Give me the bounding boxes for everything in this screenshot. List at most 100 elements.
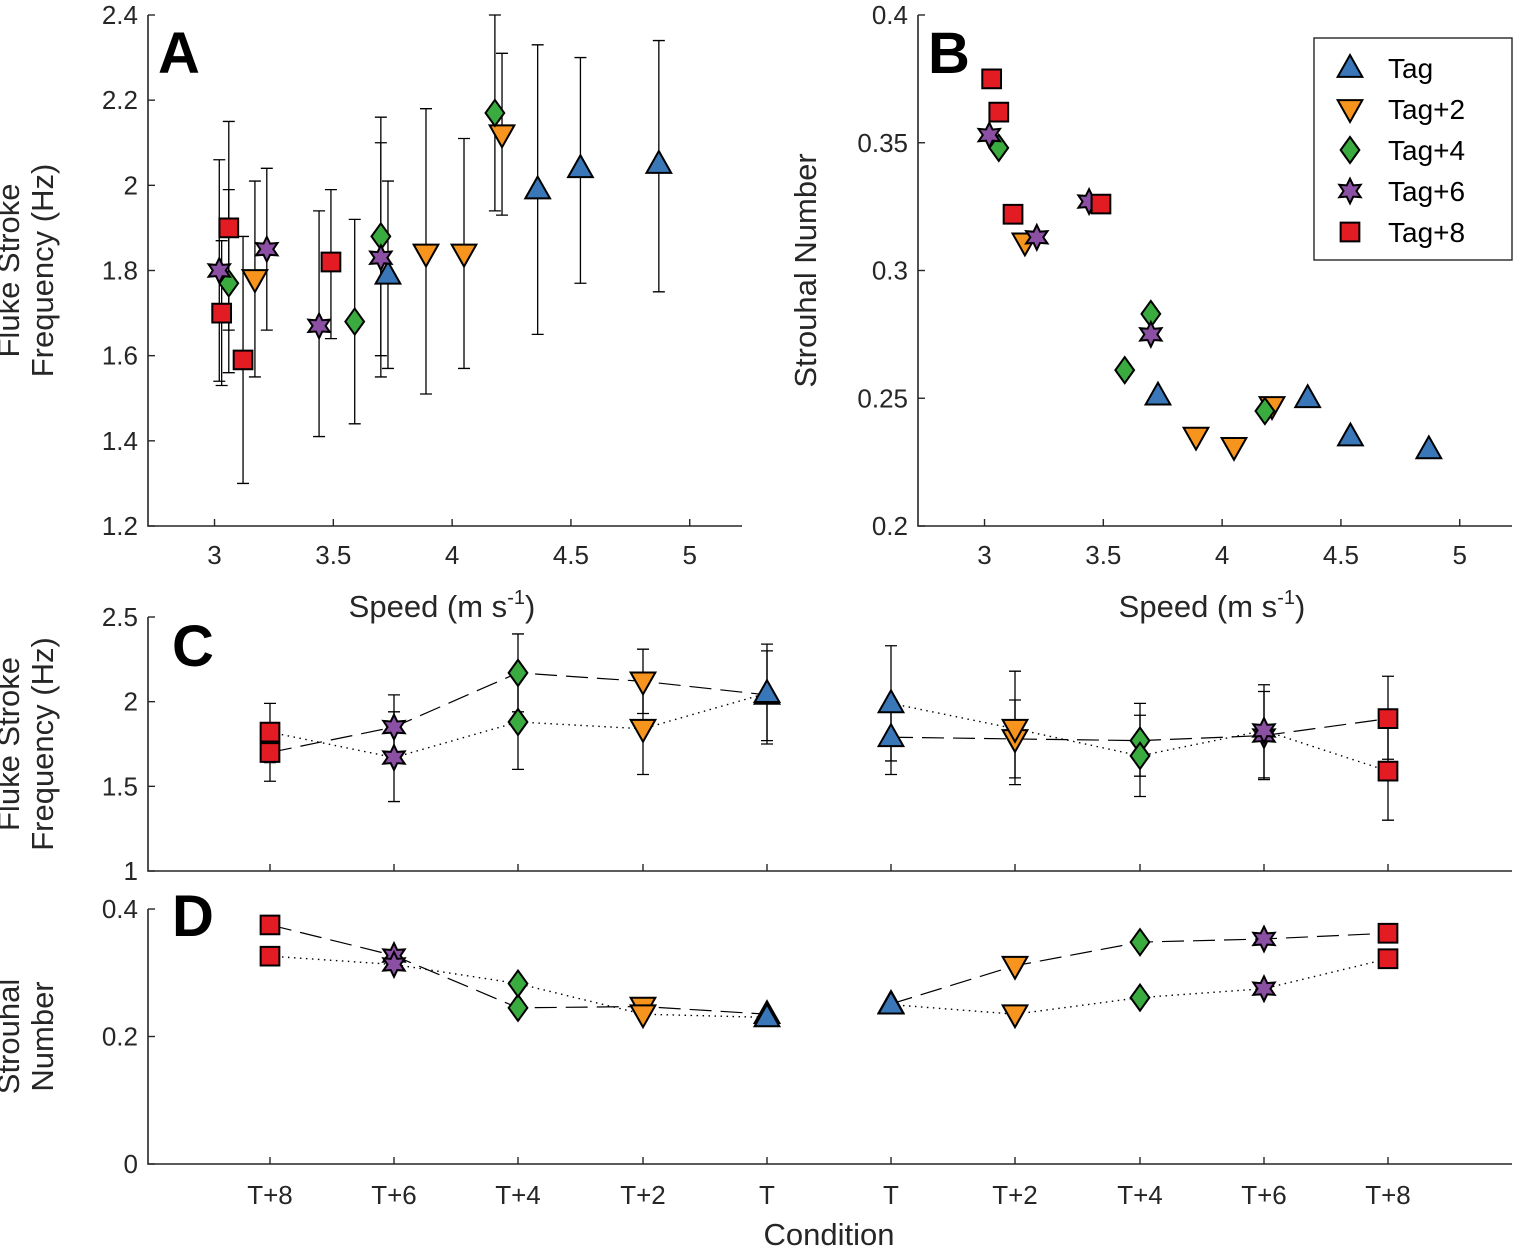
y-tick-label: 0 [124, 1149, 138, 1179]
panel-c: 1 1.5 2 2.5 Fluke Stroke Frequency (Hz) [0, 602, 1512, 886]
y-tick-label: 1.4 [102, 426, 138, 456]
data-point-tagplus8 [981, 68, 1003, 90]
data-point-tagplus2 [411, 243, 441, 269]
data-point-tagplus6 [1138, 319, 1164, 350]
panel-letter-c: C [172, 614, 214, 679]
x-tick-label: 3.5 [315, 540, 351, 570]
data-point-tag [752, 678, 782, 704]
y-tick-label: 1 [124, 856, 138, 886]
y-tick-label: 2 [124, 170, 138, 200]
data-point-tagplus6 [368, 243, 394, 273]
legend-marker [1335, 52, 1365, 78]
y-tick-label: 0.2 [102, 1022, 138, 1052]
series-line-dotted [890, 702, 1389, 772]
x-tick-label: T+4 [1117, 1180, 1163, 1210]
x-tick-label: T+6 [371, 1180, 417, 1210]
panel-d: T+8 T+6 T+4 T+2 T T T+2 T+4 T+6 T+8 0 0.2 0.4 Strouha… [0, 894, 1512, 1249]
legend-marker [1337, 176, 1363, 206]
legend-entry: Tag+4 [1388, 135, 1465, 166]
data-point-tagplus8 [259, 945, 281, 967]
x-axis-label-main: Speed (m s [349, 589, 508, 624]
data-point-tag [752, 1002, 782, 1028]
x-tick-label: 3.5 [1085, 540, 1121, 570]
data-point-tagplus8 [259, 914, 281, 936]
x-tick-label: 3 [977, 540, 991, 570]
y-tick-label: 2.2 [102, 85, 138, 115]
data-point-tagplus6 [254, 234, 280, 264]
data-point-tagplus2 [1219, 436, 1249, 462]
data-point-tagplus8 [1002, 203, 1024, 225]
data-point-tagplus8 [211, 302, 233, 324]
x-tick-label: 4 [1215, 540, 1229, 570]
y-axis-label: Frequency (Hz) [25, 164, 60, 378]
data-point-tagplus8 [259, 721, 281, 743]
data-point-tagplus4 [1114, 355, 1136, 385]
data-point-tag [523, 174, 552, 200]
y-tick-label: 1.6 [102, 341, 138, 371]
panel-letter-a: A [158, 21, 200, 86]
y-axis-label: Fluke Stroke [0, 183, 26, 357]
x-axis-label-end: ) [1295, 589, 1305, 624]
x-tick-label: 3 [207, 540, 221, 570]
data-point-tagplus2 [487, 124, 517, 150]
y-tick-label: 1.5 [102, 771, 138, 801]
data-point-tagplus4 [507, 993, 529, 1023]
data-point-tagplus4 [344, 306, 366, 337]
panel-letter-d: D [172, 884, 214, 949]
data-point-tagplus8 [218, 217, 240, 239]
y-tick-label: 2.5 [102, 602, 138, 632]
data-point-tagplus8 [320, 251, 342, 273]
y-tick-label: 2 [124, 687, 138, 717]
data-point-tag [1143, 380, 1173, 406]
data-point-tagplus8 [259, 742, 281, 763]
data-point-tagplus6 [1251, 974, 1277, 1004]
data-point-tagplus4 [1129, 927, 1151, 957]
data-point-tagplus4 [1129, 741, 1151, 771]
data-point-tagplus6 [381, 712, 407, 742]
x-tick-label: T [759, 1180, 775, 1210]
data-point-tag [876, 722, 906, 748]
x-axis-label-end: ) [525, 589, 535, 624]
x-tick-label: 5 [682, 540, 696, 570]
data-point-tag [1414, 434, 1443, 460]
y-tick-label: 0.35 [857, 128, 908, 158]
data-point-tag [1336, 421, 1365, 447]
data-point-tagplus4 [484, 98, 506, 128]
x-tick-label: 4 [445, 540, 459, 570]
panel-letter-b: B [928, 21, 970, 86]
data-point-tagplus8 [1377, 760, 1399, 782]
x-tick-label: T+2 [992, 1180, 1038, 1210]
data-point-tagplus8 [988, 101, 1010, 123]
panel-a-axis-lines [147, 15, 742, 527]
y-tick-label: 0.4 [102, 894, 138, 924]
data-point-tagplus6 [976, 120, 1002, 150]
y-tick-label: 0.4 [872, 0, 908, 30]
data-point-tagplus2 [1000, 955, 1030, 981]
data-point-tagplus6 [1024, 222, 1050, 252]
data-point-tagplus6 [306, 311, 332, 341]
data-point-tagplus2 [1000, 718, 1030, 744]
x-tick-label: 5 [1452, 540, 1466, 570]
x-tick-label: T+8 [1365, 1180, 1411, 1210]
data-point-tagplus2 [628, 718, 658, 744]
y-axis-label: Strouhal [0, 979, 26, 1094]
x-axis-label-main: Speed (m s [1119, 589, 1278, 624]
x-axis-label-sup: -1 [507, 587, 525, 609]
data-point-tag [1293, 383, 1322, 409]
data-point-tagplus4 [507, 707, 529, 737]
y-tick-label: 0.3 [872, 256, 908, 286]
data-point-tagplus2 [1000, 1004, 1030, 1030]
x-tick-label: 4.5 [553, 540, 589, 570]
data-point-tagplus6 [206, 255, 232, 286]
data-point-tag [876, 989, 906, 1015]
legend-entry: Tag [1388, 53, 1433, 84]
legend-marker [1339, 135, 1361, 165]
series-line-dotted [269, 692, 768, 759]
y-tick-label: 0.2 [872, 511, 908, 541]
data-point-tagplus4 [1254, 396, 1276, 426]
data-point-tag [876, 688, 906, 714]
data-point-tagplus8 [232, 349, 254, 371]
data-point-tag [373, 259, 403, 285]
data-point-tagplus2 [1181, 426, 1211, 452]
x-axis-label: Speed (m s-1) [349, 587, 536, 624]
